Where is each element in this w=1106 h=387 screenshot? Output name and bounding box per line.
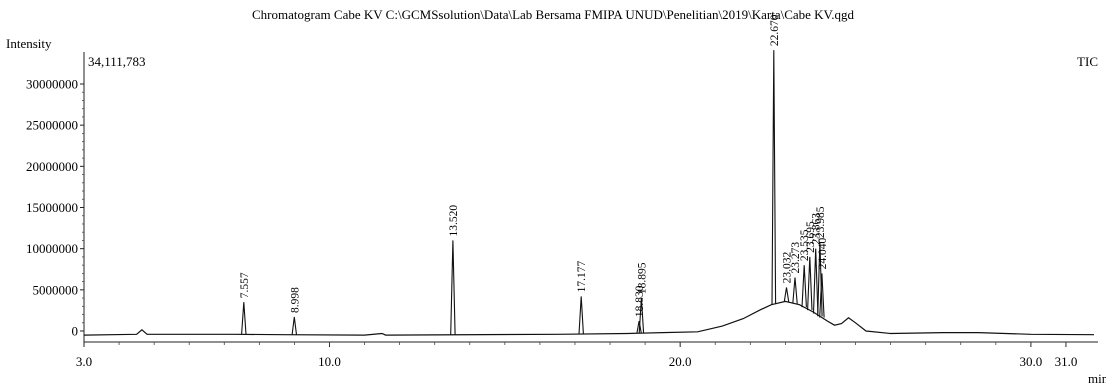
peak-13 — [819, 273, 825, 318]
y-tick-label-3: 15000000 — [26, 200, 78, 215]
peak-label-6: 22.670 — [769, 14, 781, 46]
peak-label-9: 23.535 — [799, 229, 811, 261]
peak-label-5: 18.895 — [636, 262, 648, 294]
x-tick-label-3: 30.0 — [1020, 354, 1043, 369]
peak-label-4: 18.830 — [634, 285, 646, 317]
peak-0 — [241, 302, 247, 335]
x-axis-ticks: 3.0 10.0 20.0 30.0 31.0 — [76, 342, 1077, 369]
y-tick-label-0: 0 — [72, 324, 79, 339]
peak-2 — [450, 240, 456, 335]
peak-label-13: 24.040 — [817, 237, 829, 269]
series-label-tic: TIC — [1077, 54, 1098, 69]
peak-label-11: 23.863 — [811, 213, 823, 245]
peak-3 — [578, 296, 584, 335]
peak-10 — [807, 256, 813, 311]
y-tick-label-6: 30000000 — [26, 77, 78, 92]
x-axis-unit: min — [1088, 371, 1106, 386]
max-intensity-label: 34,111,783 — [88, 54, 146, 69]
peak-label-12: 23.985 — [815, 206, 827, 238]
y-tick-label-5: 25000000 — [26, 118, 78, 133]
peak-7 — [783, 287, 790, 302]
y-axis-ticks: 0 5000000 10000000 15000000 20000000 25000000… — [26, 77, 84, 339]
peak-1 — [291, 316, 298, 335]
peak-8 — [792, 277, 798, 304]
x-tick-label-4: 31.0 — [1055, 354, 1078, 369]
x-tick-label-1: 10.0 — [318, 354, 341, 369]
y-axis-title: Intensity — [6, 36, 52, 51]
peak-4 — [636, 321, 642, 334]
peak-label-0: 7.557 — [239, 272, 251, 298]
peak-label-7: 23.032 — [782, 251, 794, 283]
tic-baseline-trace — [83, 300, 1095, 336]
x-tick-label-2: 20.0 — [669, 354, 692, 369]
peak-9 — [801, 265, 807, 308]
chart-title: Chromatogram Cabe KV C:\GCMSsolution\Dat… — [252, 7, 855, 22]
peak-label-2: 13.520 — [448, 205, 460, 237]
peak-5 — [638, 298, 645, 334]
y-tick-label-2: 10000000 — [26, 241, 78, 256]
peak-label-8: 23.273 — [790, 242, 802, 274]
y-tick-label-1: 5000000 — [33, 282, 79, 297]
peak-label-10: 23.695 — [805, 221, 817, 253]
peak-label-1: 8.998 — [289, 287, 301, 313]
y-tick-label-4: 20000000 — [26, 159, 78, 174]
peak-6 — [771, 50, 777, 305]
x-tick-label-0: 3.0 — [76, 354, 92, 369]
peak-11 — [812, 248, 819, 314]
peak-label-3: 17.177 — [576, 261, 588, 293]
